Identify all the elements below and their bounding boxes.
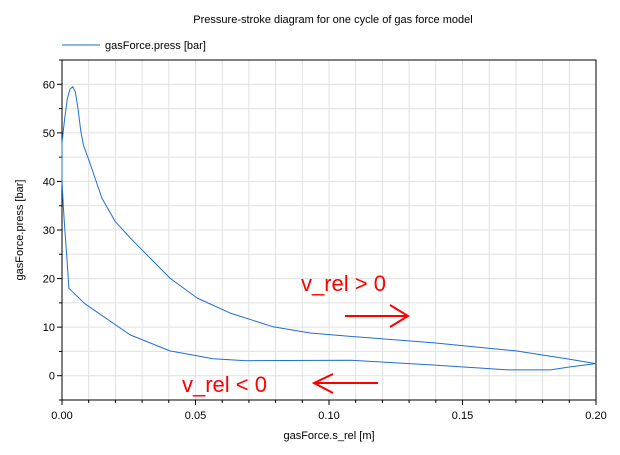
y-tick-label: 40 <box>43 176 55 188</box>
y-tick-label: 10 <box>43 322 55 334</box>
y-tick-label: 20 <box>43 274 55 286</box>
legend-label: gasForce.press [bar] <box>105 40 206 52</box>
x-tick-label: 0.10 <box>318 410 339 422</box>
y-tick-label: 50 <box>43 128 55 140</box>
y-tick-label: 0 <box>49 371 55 383</box>
annotation-v-rel-positive: v_rel > 0 <box>301 271 386 296</box>
x-tick-label: 0.05 <box>185 410 206 422</box>
y-axis-label: gasForce.press [bar] <box>14 180 26 281</box>
annotation-positive: v_rel > 0 <box>301 271 410 328</box>
chart-title: Pressure-stroke diagram for one cycle of… <box>193 14 472 26</box>
annotation-v-rel-negative: v_rel < 0 <box>182 372 267 397</box>
x-axis-label: gasForce.s_rel [m] <box>283 430 374 442</box>
series-line <box>61 86 597 371</box>
series <box>61 86 597 371</box>
y-tick-label: 60 <box>43 79 55 91</box>
legend: gasForce.press [bar] <box>62 40 206 52</box>
y-tick-label: 30 <box>43 225 55 237</box>
arrow-left-icon <box>311 373 378 394</box>
arrow-right-icon <box>345 304 410 328</box>
axes: 0.00 0.05 0.10 0.15 0.20 0 10 20 30 40 50 60 <box>43 59 607 422</box>
x-tick-label: 0.00 <box>51 410 72 422</box>
annotation-negative: v_rel < 0 <box>182 372 378 397</box>
x-tick-label: 0.20 <box>585 410 606 422</box>
x-tick-label: 0.15 <box>452 410 473 422</box>
grid <box>62 60 596 400</box>
